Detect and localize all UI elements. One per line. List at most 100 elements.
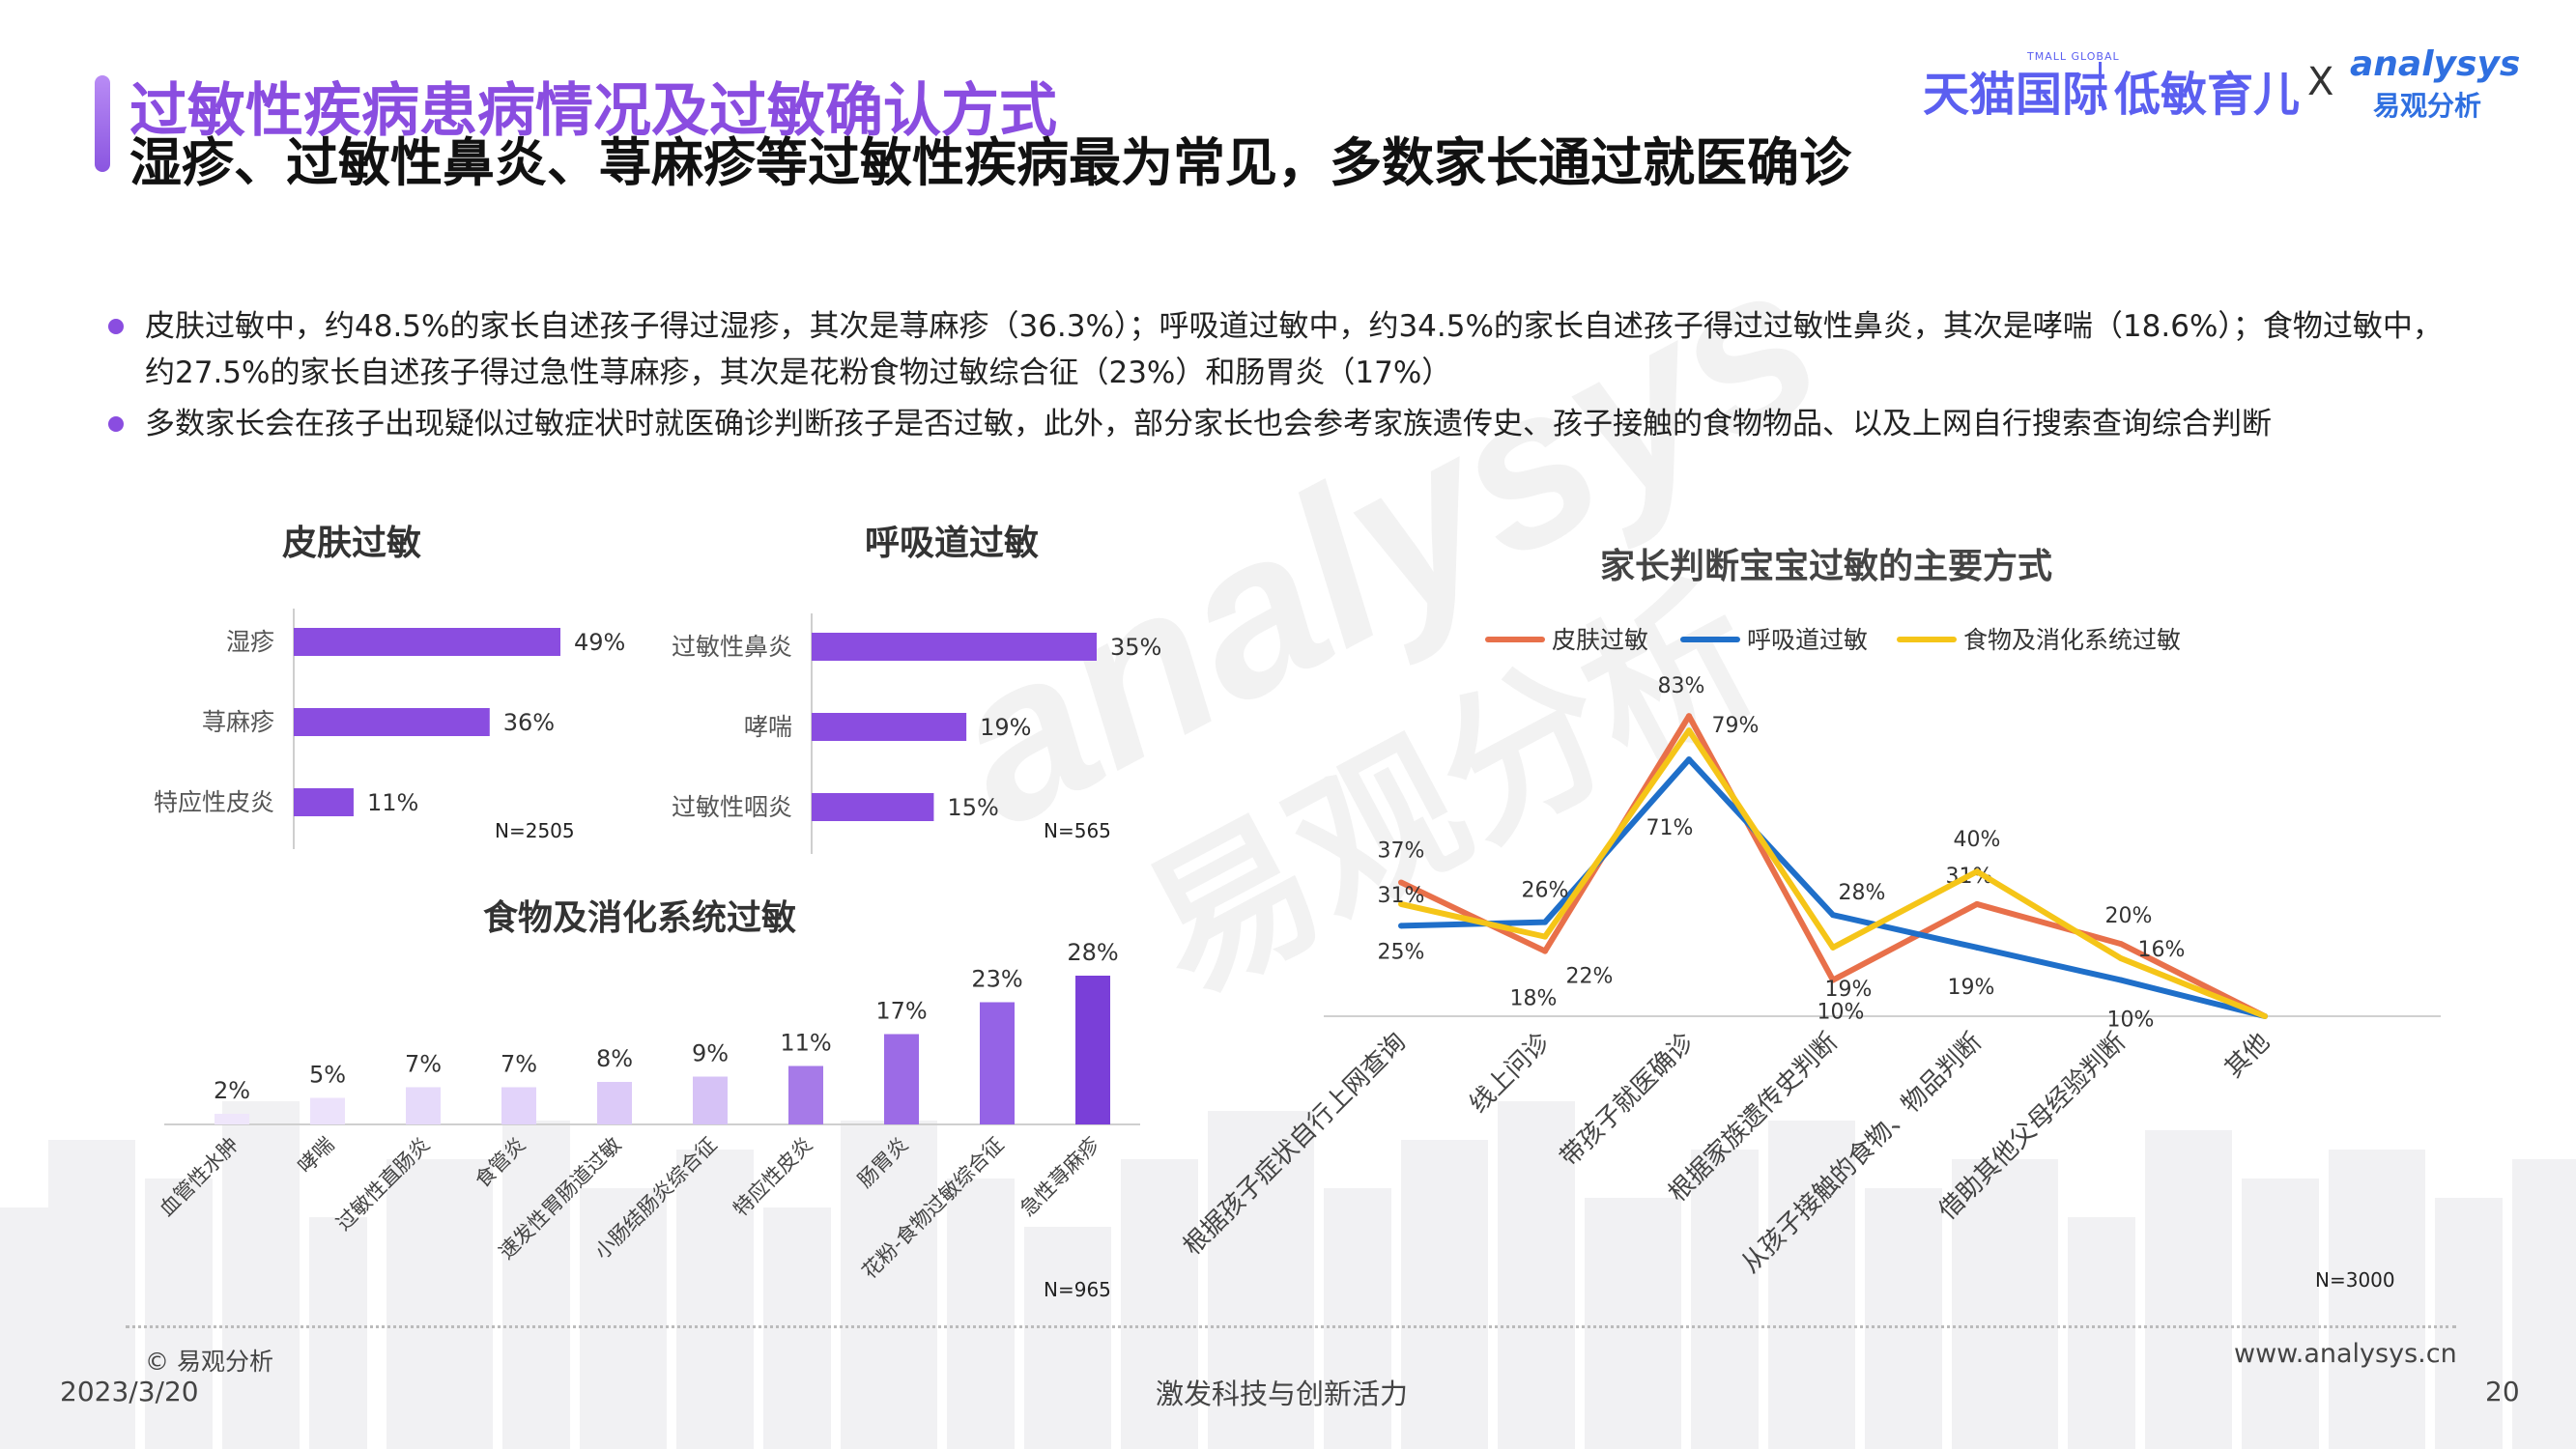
skyline-building (48, 1140, 135, 1449)
footer-date: 2023/3/20 (60, 1376, 199, 1407)
analysys-cn-logo-text: 易观分析 (2373, 90, 2482, 122)
skyline-building (1768, 1121, 1855, 1449)
data-label: 83% (1658, 674, 1705, 698)
bullet-dot-2 (108, 416, 124, 432)
data-label: 25% (1378, 940, 1425, 964)
bar (884, 1034, 919, 1124)
data-point (1398, 923, 1404, 929)
sample-size-note: N=2505 (495, 819, 575, 842)
value-label: 19% (980, 714, 1031, 741)
sample-size-note: N=965 (1044, 1278, 1111, 1301)
value-label: 28% (1067, 939, 1118, 966)
value-label: 2% (214, 1077, 250, 1104)
category-label: 食管炎 (471, 1133, 530, 1193)
data-point (1974, 868, 1980, 875)
data-label: 22% (1566, 965, 1614, 989)
category-label: 带孩子就医确诊 (1555, 1028, 1700, 1173)
skyline-building (2435, 1198, 2503, 1449)
bar (310, 1097, 345, 1124)
bar (294, 628, 560, 656)
skyline-building (386, 1159, 493, 1449)
bullet-text-2: 多数家长会在孩子出现疑似过敏症状时就医确诊判断孩子是否过敏，此外，部分家长也会参… (145, 407, 2272, 441)
bullet-text-1: 皮肤过敏中，约48.5%的家长自述孩子得过湿疹，其次是荨麻疹（36.3%）；呼吸… (145, 309, 2443, 390)
tmall-global-small-text: TMALL GLOBAL (2027, 50, 2120, 63)
value-label: 8% (596, 1045, 633, 1072)
category-label: 哮喘 (294, 1133, 339, 1179)
chart-title: 皮肤过敏 (282, 524, 421, 563)
data-point (2262, 1013, 2268, 1019)
value-label: 9% (692, 1040, 729, 1067)
skyline-building (1865, 1188, 1942, 1449)
footer-copyright: © 易观分析 (145, 1348, 273, 1376)
category-label: 特应性皮炎 (154, 788, 274, 816)
data-label: 10% (1818, 1001, 1865, 1025)
legend-label: 食物及消化系统过敏 (1963, 626, 2181, 654)
value-label: 17% (875, 998, 927, 1025)
skyline-building (2068, 1217, 2135, 1449)
value-label: 49% (574, 629, 625, 656)
value-label: 15% (947, 794, 998, 821)
data-label: 40% (1954, 828, 2001, 852)
bar (812, 793, 934, 821)
brand-x-separator: X (2307, 60, 2334, 104)
value-label: 35% (1110, 634, 1161, 661)
chart-title: 呼吸道过敏 (865, 524, 1039, 563)
skyline-building (502, 1121, 570, 1449)
bar (693, 1076, 728, 1124)
sample-size-note: N=3000 (2315, 1268, 2395, 1292)
bar (1075, 976, 1110, 1124)
skyline-building (1208, 1111, 1314, 1449)
skyline-building (2512, 1159, 2576, 1449)
footer-url[interactable]: www.analysys.cn (2234, 1339, 2457, 1369)
page-subtitle: 湿疹、过敏性鼻炎、荨麻疹等过敏性疾病最为常见，多数家长通过就医确诊 (129, 132, 1851, 193)
category-label: 特应性皮炎 (729, 1133, 816, 1221)
data-point (2118, 941, 2124, 948)
value-label: 36% (503, 709, 555, 736)
legend-label: 呼吸道过敏 (1747, 626, 1868, 654)
data-label: 16% (2138, 938, 2186, 962)
skyline-building (145, 1179, 213, 1449)
value-label: 7% (405, 1051, 442, 1078)
footer-divider (126, 1325, 2456, 1328)
bar (788, 1065, 823, 1124)
data-point (1830, 977, 1836, 983)
skyline-building (1401, 1140, 1488, 1449)
legend-label: 皮肤过敏 (1552, 626, 1648, 654)
chart-title: 家长判断宝宝过敏的主要方式 (1600, 547, 2052, 586)
skyline-building (580, 1188, 667, 1449)
skyline-building (1691, 1150, 1759, 1449)
category-label: 根据孩子症状自行上网查询 (1178, 1028, 1412, 1262)
skyline-building (1024, 1227, 1111, 1449)
category-label: 从孩子接触的食物、物品判断 (1736, 1028, 1988, 1279)
data-label: 10% (2107, 1009, 2155, 1033)
data-label: 19% (1948, 976, 1995, 1000)
skyline-building (222, 1101, 300, 1449)
data-label: 20% (2105, 904, 2153, 928)
data-label: 19% (1825, 978, 1873, 1002)
data-label: 79% (1712, 714, 1760, 738)
category-label: 湿疹 (226, 628, 274, 656)
data-label: 18% (1510, 987, 1558, 1011)
data-point (1686, 713, 1692, 720)
skyline-building (947, 1179, 1015, 1449)
skyline-building (2329, 1150, 2425, 1449)
data-point (2118, 977, 2124, 983)
skyline-building (1498, 1101, 1575, 1449)
value-label: 5% (309, 1062, 346, 1089)
skyline-building (1952, 1159, 2058, 1449)
low-allergy-logo-text: 低敏育儿 (2114, 68, 2301, 122)
value-label: 7% (501, 1051, 537, 1078)
data-label: 26% (1522, 879, 1569, 903)
data-point (1686, 756, 1692, 763)
category-label: 其他 (2219, 1028, 2275, 1084)
category-label: 过敏性咽炎 (672, 793, 792, 821)
data-point (1542, 948, 1548, 954)
category-label: 哮喘 (744, 713, 792, 741)
data-label: 28% (1839, 881, 1886, 905)
brand-divider (2099, 62, 2102, 106)
skyline-building (309, 1217, 367, 1449)
category-label: 过敏性鼻炎 (672, 633, 792, 661)
data-label: 37% (1378, 838, 1425, 863)
